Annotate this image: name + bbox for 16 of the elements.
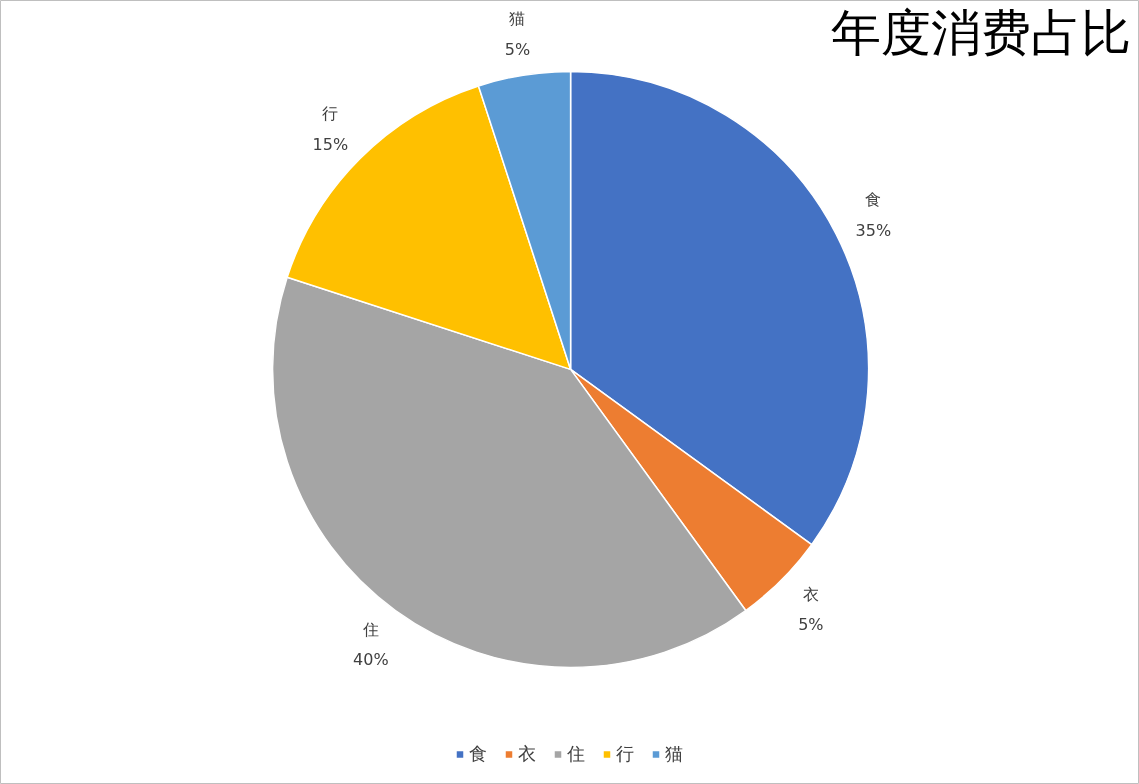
data-label: 15% [312,134,349,154]
legend-label: 衣 [518,742,537,766]
data-label: 5% [798,615,824,635]
chart-title: 年度消费占比 [830,3,1131,62]
slice-label: 猫 [509,9,526,29]
slice-label: 衣 [802,584,819,604]
slice-label: 行 [322,104,339,124]
legend-label: 行 [616,742,635,766]
slice-label: 住 [361,619,379,639]
legend-label: 食 [469,742,488,766]
data-label: 35% [855,220,892,240]
legend-label: 住 [567,742,586,766]
legend-label: 猫 [665,742,684,766]
data-label: 5% [504,39,531,59]
slice-label: 食 [865,190,882,210]
data-label: 40% [353,649,389,669]
